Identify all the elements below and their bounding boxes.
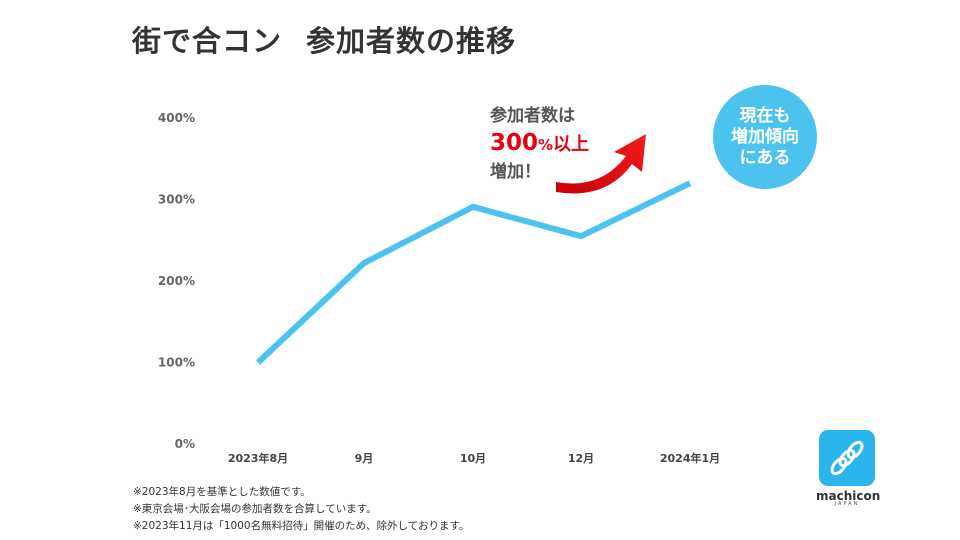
footnotes: ※2023年8月を基準とした数値です。 ※東京会場･大阪会場の参加者数を合算して… — [133, 484, 469, 535]
y-tick-label: 100% — [158, 356, 195, 370]
growth-arrow-icon — [556, 134, 646, 194]
y-tick-label: 0% — [175, 437, 195, 451]
logo-name: machicon — [816, 489, 881, 503]
trend-bubble: 現在も 増加傾向 にある — [713, 85, 817, 189]
series-line — [255, 180, 692, 365]
logo-sub: JAPAN — [834, 501, 860, 507]
title-part1: 街で合コン — [132, 24, 283, 58]
x-tick-label: 10月 — [460, 452, 486, 465]
x-tick-label: 12月 — [568, 452, 594, 465]
callout-line3: 増加！ — [490, 162, 541, 182]
x-axis: 2023年8月 9月 10月 12月 2024年1月 — [228, 451, 720, 465]
increase-callout: 参加者数は 300%以上 増加！ — [490, 104, 589, 184]
callout-number: 300 — [490, 130, 539, 156]
footnote-3: ※2023年11月は「1000名無料招待」開催のため、除外しております。 — [133, 520, 470, 532]
machicon-logo: machicon JAPAN — [816, 430, 881, 507]
callout-unit: % — [538, 136, 554, 154]
x-tick-label: 9月 — [355, 452, 374, 465]
y-tick-label: 300% — [158, 193, 195, 207]
logo-mark-icon — [819, 430, 875, 486]
y-tick-label: 200% — [158, 274, 195, 288]
y-tick-label: 400% — [158, 111, 195, 125]
callout-line1: 参加者数は — [490, 106, 575, 126]
callout-highlight: 300%以上 — [490, 128, 589, 160]
footnote-1: ※2023年8月を基準とした数値です。 — [133, 486, 311, 498]
title-part2: 参加者数の推移 — [306, 24, 517, 58]
x-tick-label: 2023年8月 — [228, 451, 288, 465]
footnote-2: ※東京会場･大阪会場の参加者数を合算しています。 — [133, 503, 377, 515]
page-title: 街で合コン 参加者数の推移 — [132, 18, 516, 60]
callout-suffix: 以上 — [553, 134, 590, 155]
series-group — [255, 180, 692, 365]
y-axis: 0% 100% 200% 300% 400% — [158, 111, 195, 451]
x-tick-label: 2024年1月 — [660, 451, 720, 465]
